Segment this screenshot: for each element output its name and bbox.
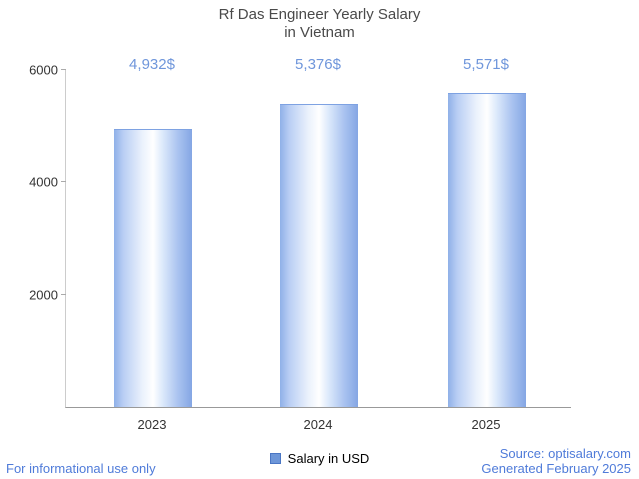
bar-group-2023: [114, 70, 192, 407]
legend-label: Salary in USD: [287, 451, 370, 466]
y-tick-mark: [61, 294, 66, 295]
x-tick-label-2023: 2023: [137, 417, 167, 432]
x-tick-label-2025: 2025: [471, 417, 501, 432]
y-tick-label-6000: 6000: [29, 62, 58, 78]
chart-title-line2: in Vietnam: [284, 24, 355, 41]
footer-disclaimer: For informational use only: [6, 461, 156, 476]
bar-2024[interactable]: [280, 104, 358, 407]
plot-area: 6000 4000 2000: [29, 63, 571, 408]
chart-title-line1: Rf Das Engineer Yearly Salary: [218, 6, 421, 23]
y-tick-label-4000: 4000: [29, 174, 58, 190]
bar-2023[interactable]: [114, 129, 192, 407]
footer-source-link[interactable]: Source: optisalary.com: [499, 446, 631, 461]
chart-title: Rf Das Engineer Yearly Salary in Vietnam: [0, 6, 639, 42]
y-tick-mark: [61, 69, 66, 70]
legend: Salary in USD: [0, 451, 639, 466]
bar-group-2025: [448, 70, 526, 407]
footer-generated-date: Generated February 2025: [481, 461, 631, 476]
y-tick-label-2000: 2000: [29, 287, 58, 303]
bar-2025[interactable]: [448, 93, 526, 407]
x-tick-label-2024: 2024: [303, 417, 333, 432]
value-label-2024: 5,376$: [295, 56, 341, 73]
value-label-2023: 4,932$: [129, 56, 175, 73]
y-tick-mark: [61, 181, 66, 182]
bar-group-2024: [280, 70, 358, 407]
value-label-2025: 5,571$: [463, 56, 509, 73]
legend-swatch-icon: [269, 453, 281, 464]
footer-source-block: Source: optisalary.com Generated Februar…: [481, 446, 631, 476]
